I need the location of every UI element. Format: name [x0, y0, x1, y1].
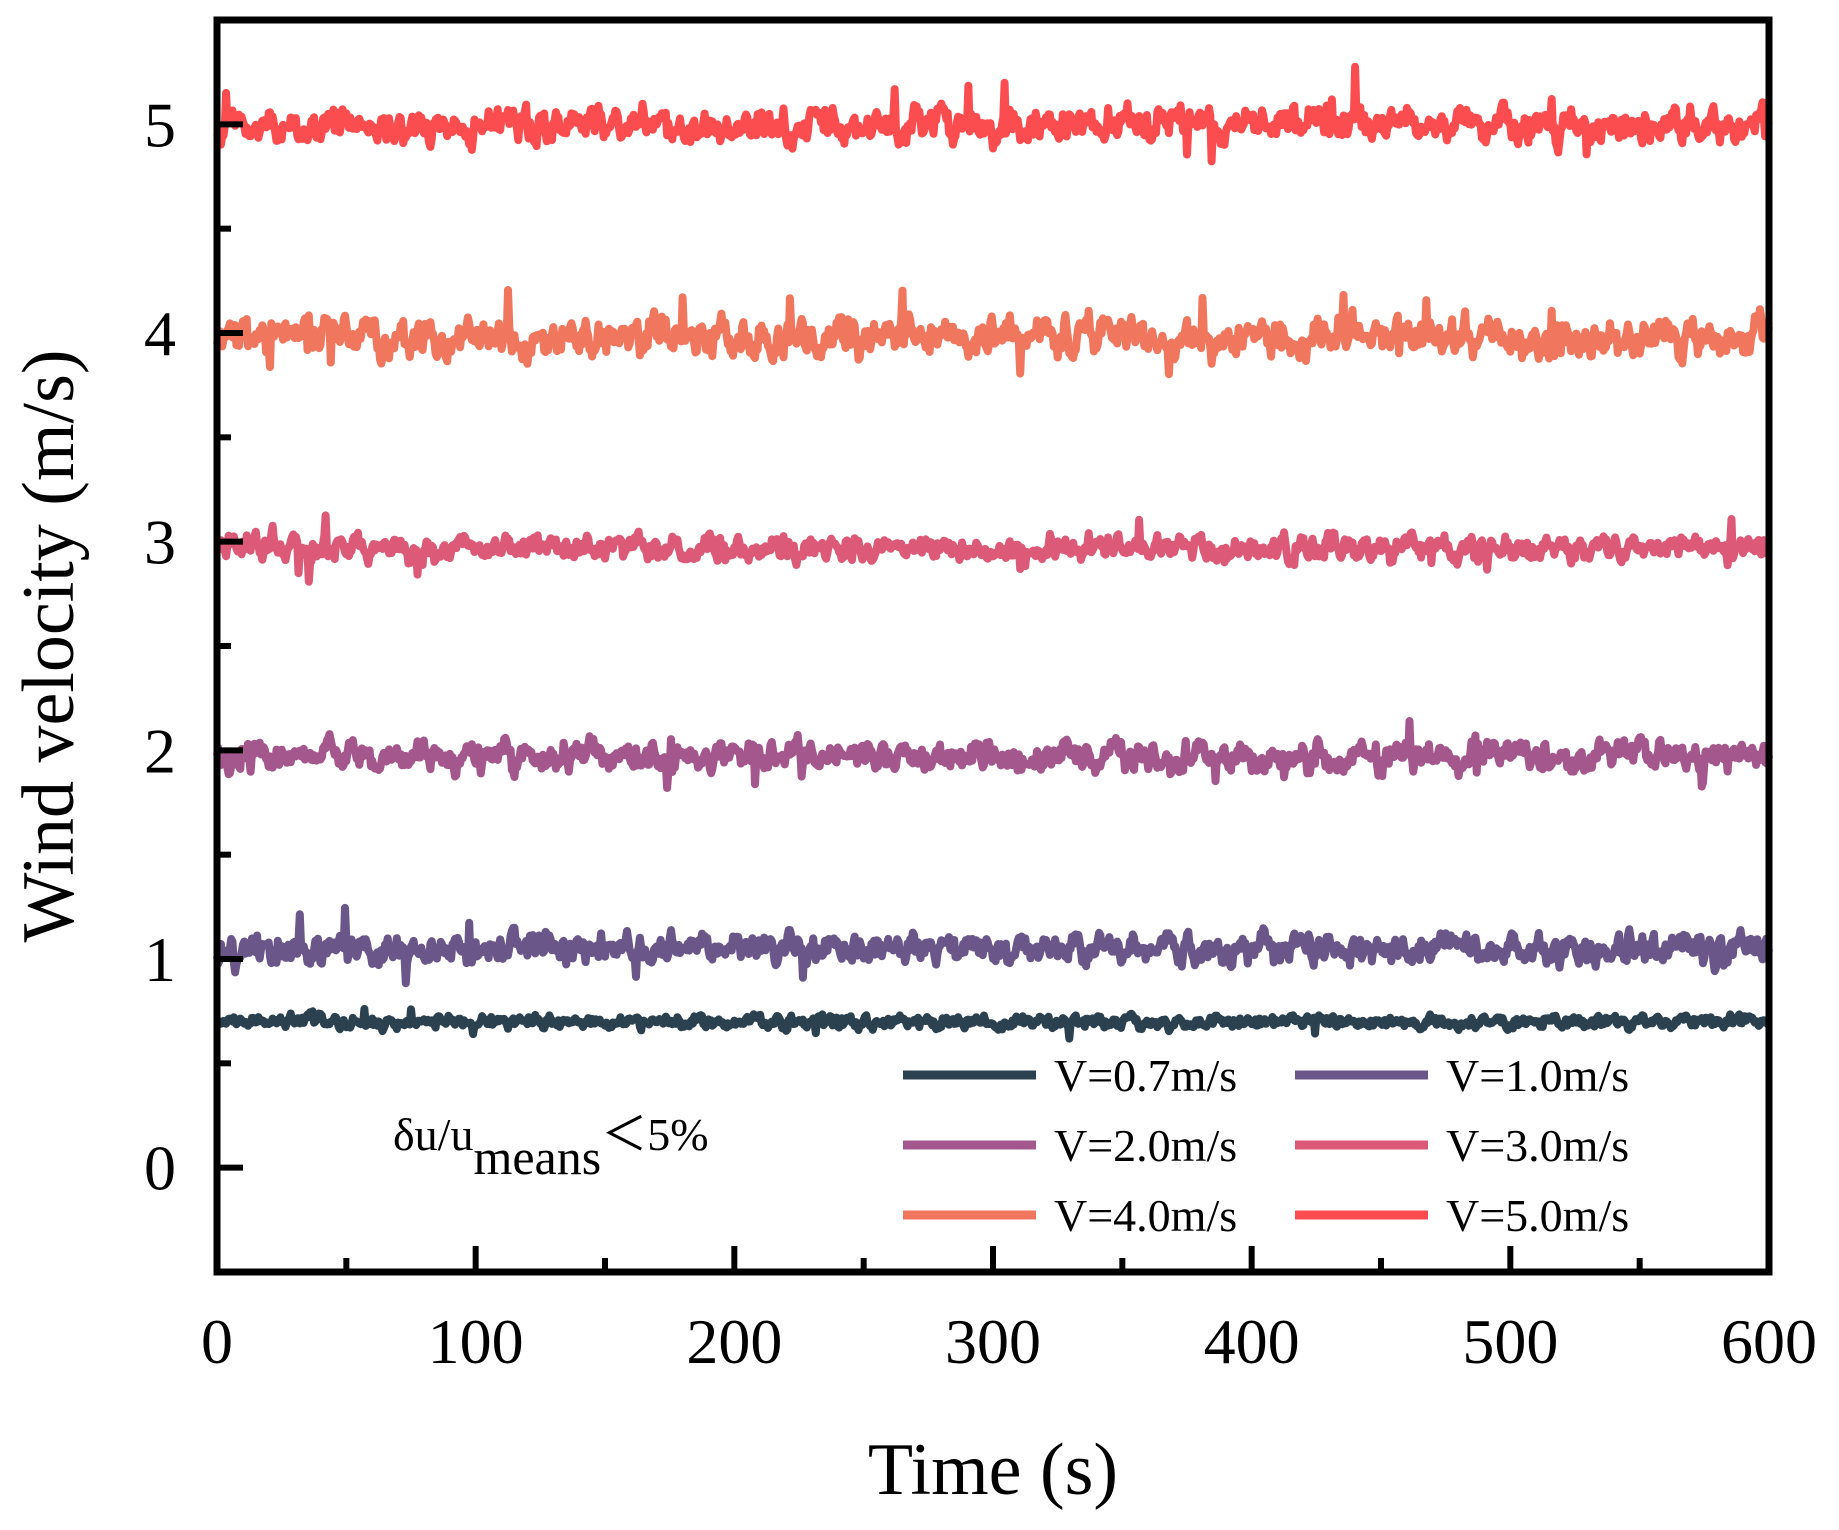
x-tick-label: 200	[686, 1306, 782, 1377]
series-layer	[213, 62, 1773, 1043]
y-tick-label: 2	[144, 715, 176, 786]
annotation-text: δu/umeans＜5%	[393, 1109, 709, 1185]
x-axis-title: Time (s)	[868, 1429, 1118, 1511]
y-axis-title: Wind velocity (m/s)	[8, 349, 90, 942]
series-line-2	[213, 717, 1773, 792]
y-tick-label: 0	[144, 1133, 176, 1204]
legend-label-0: V=0.7m/s	[1054, 1050, 1237, 1101]
series-line-0	[213, 1004, 1772, 1043]
ticks-layer	[214, 17, 1772, 1275]
x-tick-label: 400	[1204, 1306, 1300, 1377]
annotation-prefix: δu/u	[393, 1109, 473, 1160]
y-tick-label: 5	[144, 89, 176, 160]
legend-label-4: V=4.0m/s	[1054, 1190, 1237, 1241]
x-tick-label: 100	[428, 1306, 524, 1377]
x-tick-label: 300	[945, 1306, 1041, 1377]
legend: V=0.7m/s V=1.0m/s V=2.0m/s V=3.0m/s V=4.0m/s…	[903, 1050, 1629, 1241]
legend-label-3: V=3.0m/s	[1446, 1120, 1629, 1171]
x-tick-label: 600	[1721, 1306, 1817, 1377]
annotation-subscript: means	[473, 1129, 601, 1185]
y-tick-label: 3	[144, 507, 176, 578]
y-tick-label: 4	[144, 298, 176, 369]
legend-label-1: V=1.0m/s	[1446, 1050, 1629, 1101]
x-tick-label: 500	[1462, 1306, 1558, 1377]
y-tick-label: 1	[144, 924, 176, 995]
series-line-3	[213, 511, 1772, 586]
series-line-4	[213, 286, 1773, 379]
tick-labels: 0 100 200 300 400 500 600 0 1 2 3 4 5	[144, 89, 1817, 1377]
x-tick-label: 0	[201, 1306, 233, 1377]
annotation-suffix: ＜5%	[601, 1109, 708, 1160]
legend-label-5: V=5.0m/s	[1446, 1190, 1629, 1241]
series-line-1	[213, 903, 1773, 988]
series-line-5	[213, 62, 1773, 166]
legend-label-2: V=2.0m/s	[1054, 1120, 1237, 1171]
